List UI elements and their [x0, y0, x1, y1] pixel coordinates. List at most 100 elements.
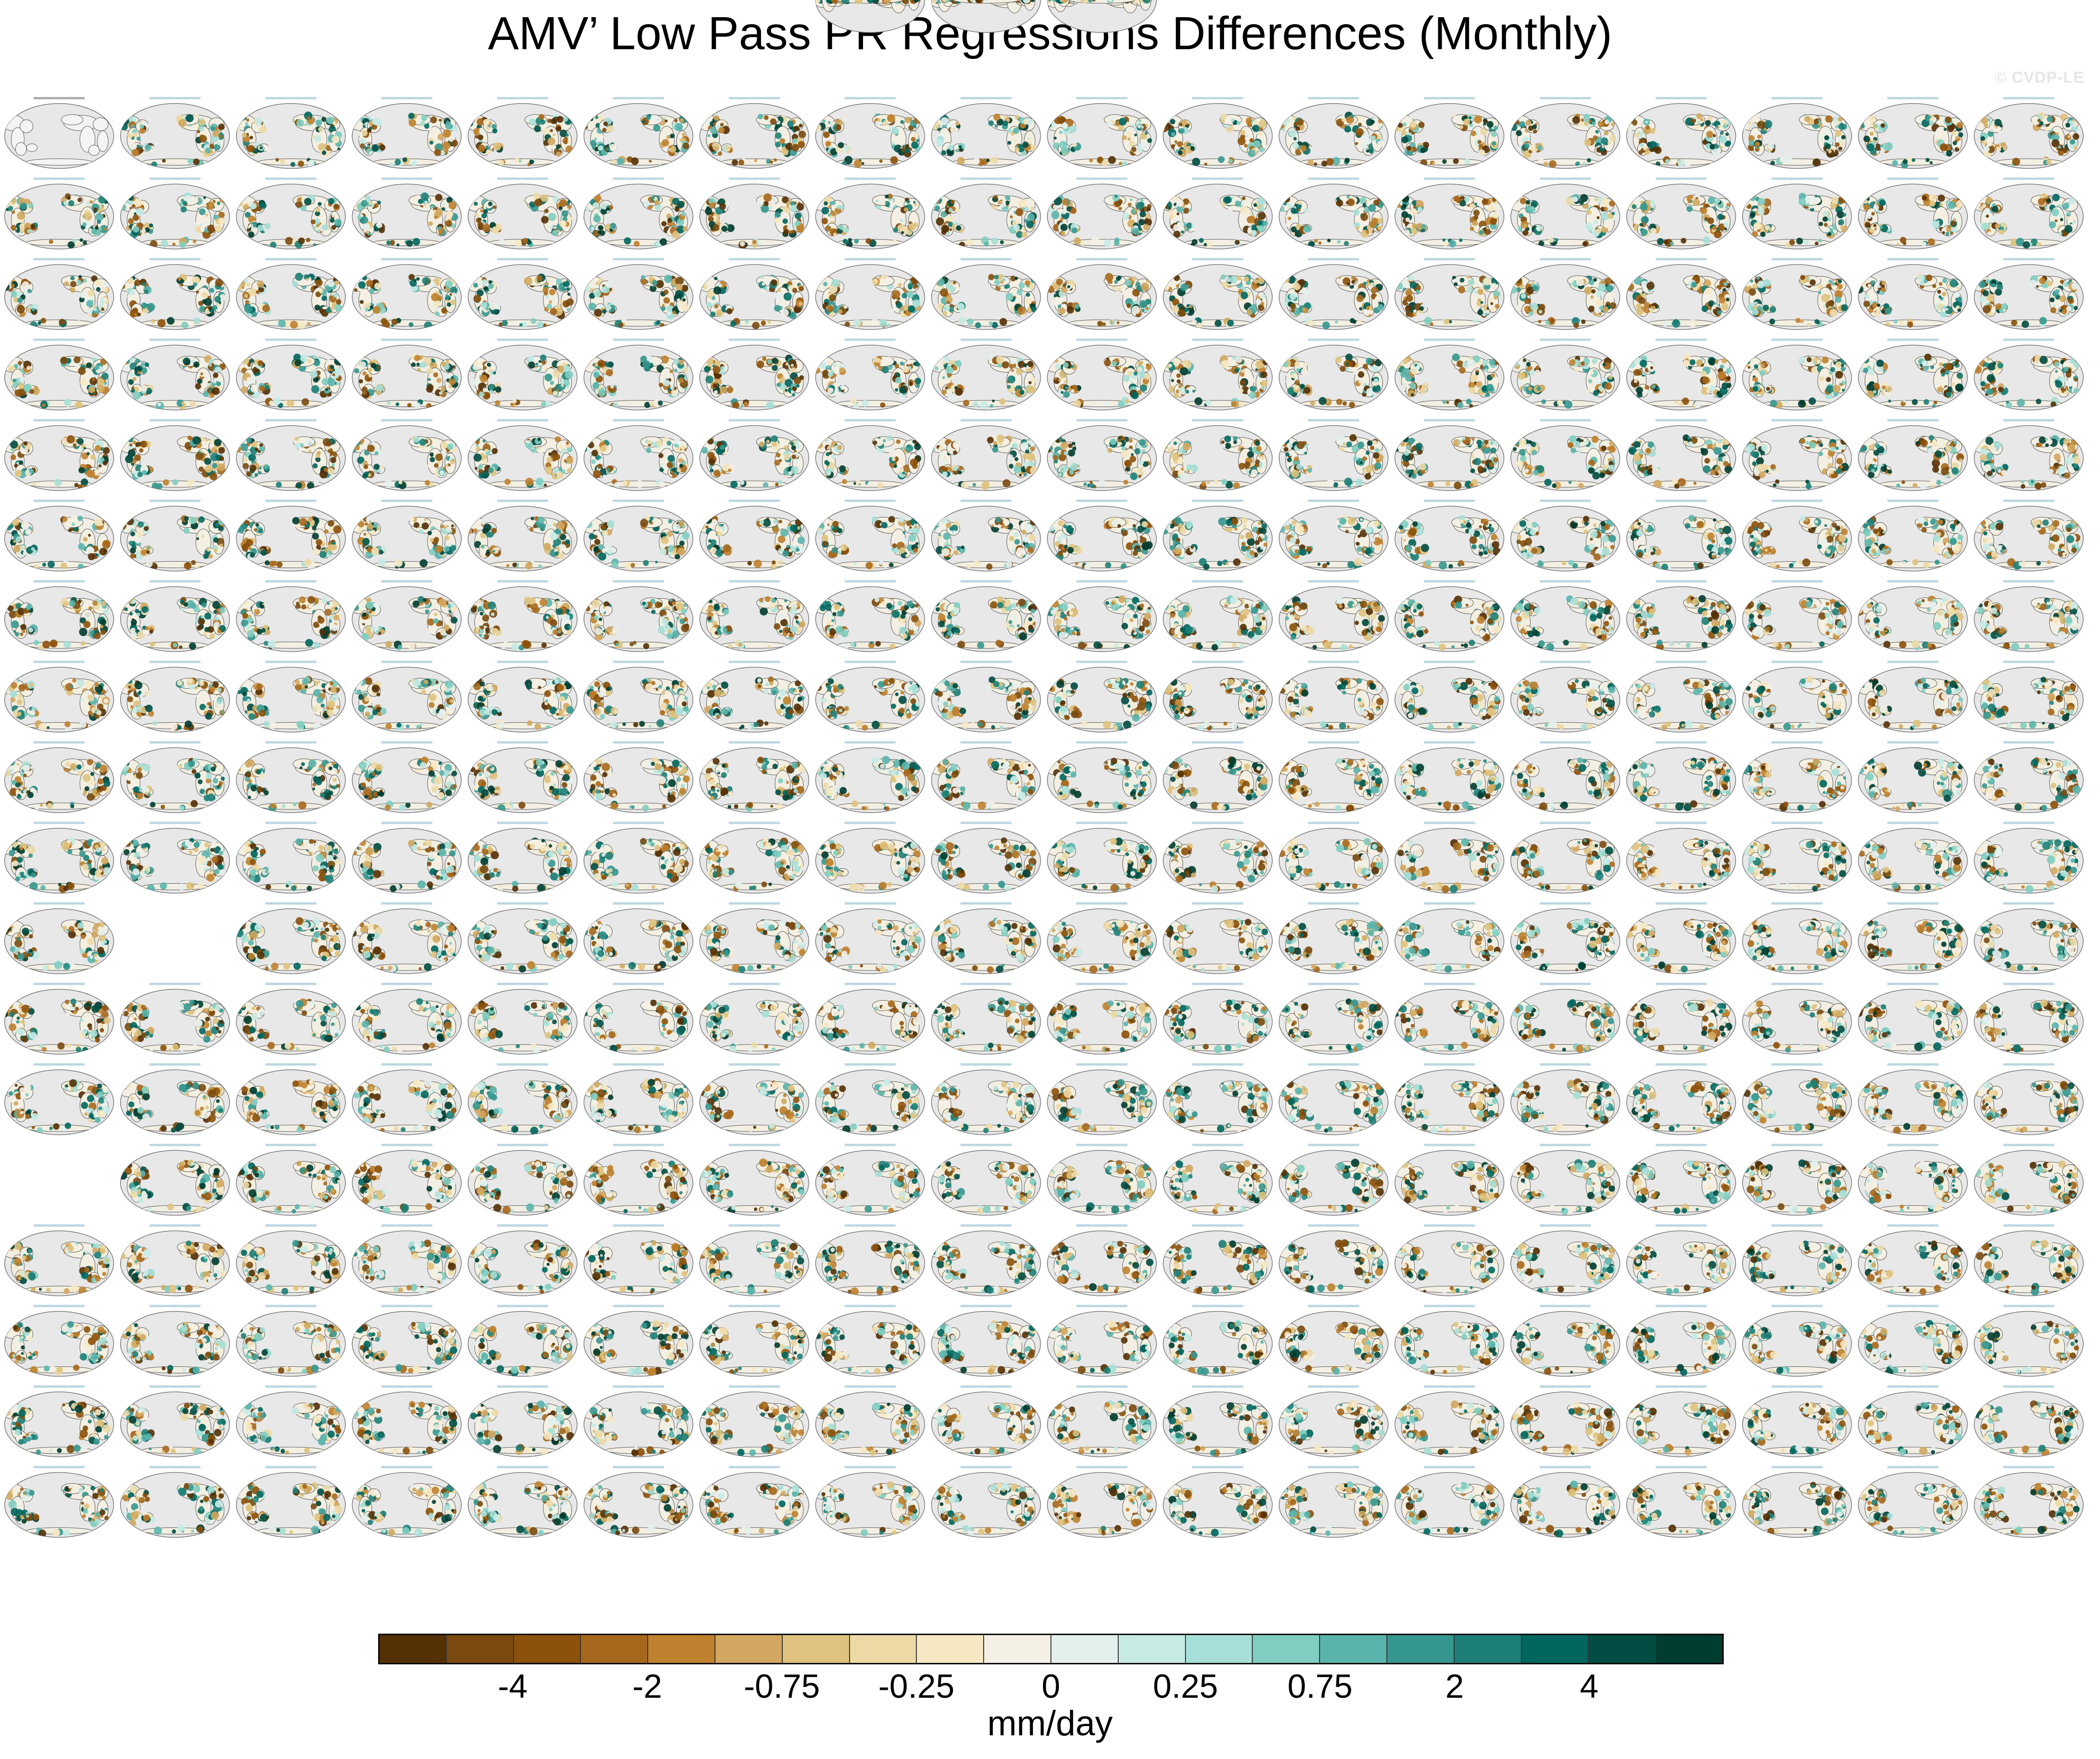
precip-anomaly-patch [1592, 135, 1598, 141]
precip-anomaly-patch [1144, 147, 1147, 150]
precip-anomaly-patch [188, 116, 193, 121]
precip-anomaly-patch [758, 114, 763, 120]
precip-anomaly-patch [30, 224, 35, 229]
precip-anomaly-patch [1123, 129, 1127, 132]
precip-anomaly-patch [1172, 305, 1179, 313]
precip-anomaly-patch [1672, 319, 1681, 328]
precip-anomaly-patch [732, 159, 738, 166]
precip-anomaly-patch [87, 308, 93, 314]
precip-anomaly-patch [1351, 280, 1355, 284]
precip-anomaly-patch [707, 134, 710, 137]
precip-anomaly-patch [27, 229, 32, 233]
precip-anomaly-patch [1220, 274, 1226, 280]
panel-title-mark [381, 177, 432, 180]
precip-anomaly-patch [890, 156, 898, 164]
precip-anomaly-patch [1014, 277, 1018, 280]
precip-anomaly-patch [1474, 115, 1482, 123]
precip-anomaly-patch [1485, 313, 1488, 316]
precip-anomaly-patch [1473, 209, 1480, 216]
precip-anomaly-patch [1516, 130, 1522, 136]
precip-anomaly-patch [242, 132, 247, 138]
precip-anomaly-patch [311, 135, 315, 139]
precip-anomaly-patch [2003, 146, 2007, 151]
precip-anomaly-patch [887, 115, 894, 122]
precip-anomaly-patch [760, 320, 766, 326]
precip-anomaly-patch [2072, 133, 2080, 140]
precip-anomaly-patch [1198, 238, 1204, 243]
precip-anomaly-patch [986, 158, 990, 162]
precip-anomaly-patch [1183, 198, 1190, 205]
precip-anomaly-patch [1358, 141, 1362, 144]
precip-anomaly-patch [1945, 116, 1952, 123]
precip-anomaly-patch [955, 149, 959, 152]
panel-title-mark [497, 258, 548, 260]
precip-anomaly-patch [304, 320, 308, 323]
precip-anomaly-patch [1468, 279, 1475, 286]
precip-anomaly-patch [1779, 157, 1785, 162]
precip-anomaly-patch [1545, 320, 1550, 325]
precip-anomaly-patch [606, 304, 610, 308]
precip-anomaly-patch [966, 239, 973, 246]
precip-anomaly-patch [67, 196, 71, 200]
precip-anomaly-patch [296, 197, 302, 202]
precip-anomaly-patch [492, 227, 496, 232]
precip-anomaly-patch [674, 118, 678, 123]
precip-anomaly-patch [595, 281, 599, 285]
precip-anomaly-patch [1204, 162, 1208, 166]
precip-anomaly-patch [1190, 146, 1195, 151]
precip-anomaly-patch [1717, 310, 1721, 315]
precip-anomaly-patch [321, 295, 327, 301]
precip-anomaly-patch [1653, 146, 1659, 152]
precip-anomaly-patch [593, 202, 599, 209]
precip-anomaly-patch [1842, 213, 1847, 217]
precip-anomaly-patch [661, 221, 667, 226]
precip-anomaly-patch [2055, 132, 2059, 136]
precip-anomaly-patch [565, 302, 570, 307]
precip-anomaly-patch [1750, 195, 1756, 201]
precip-anomaly-patch [1442, 238, 1446, 242]
precip-anomaly-patch [1025, 297, 1032, 304]
continent-outline [1532, 319, 1598, 327]
precip-anomaly-patch [473, 278, 476, 281]
precip-anomaly-patch [77, 320, 81, 323]
precip-anomaly-patch [1835, 142, 1840, 147]
precip-anomaly-patch [141, 302, 148, 309]
panel-title-mark [497, 177, 548, 180]
precip-anomaly-patch [493, 142, 502, 151]
precip-anomaly-patch [484, 126, 491, 132]
precip-anomaly-patch [121, 117, 129, 125]
map-panel [352, 258, 462, 330]
precip-anomaly-patch [1256, 298, 1262, 304]
precip-anomaly-patch [331, 136, 340, 143]
map-panel [236, 258, 346, 330]
precip-anomaly-patch [903, 207, 908, 212]
precip-anomaly-patch [1942, 231, 1945, 234]
precip-anomaly-patch [408, 119, 416, 127]
precip-anomaly-patch [1102, 322, 1106, 326]
precip-anomaly-patch [1249, 138, 1254, 143]
precip-anomaly-patch [22, 281, 30, 289]
precip-anomaly-patch [386, 240, 391, 246]
precip-anomaly-patch [67, 241, 75, 249]
precip-anomaly-patch [1192, 157, 1200, 166]
precip-anomaly-patch [2039, 121, 2044, 125]
precip-anomaly-patch [1072, 142, 1077, 147]
precip-anomaly-patch [70, 281, 77, 287]
precip-anomaly-patch [795, 294, 799, 297]
precip-anomaly-patch [290, 162, 296, 167]
precip-anomaly-patch [1929, 161, 1933, 164]
precip-anomaly-patch [1825, 115, 1833, 123]
panel-title-mark [960, 177, 1012, 180]
precip-anomaly-patch [1726, 297, 1730, 302]
precip-anomaly-patch [946, 149, 951, 154]
precip-anomaly-patch [1360, 213, 1368, 221]
precip-anomaly-patch [1060, 224, 1068, 231]
precip-anomaly-patch [445, 294, 450, 299]
precip-anomaly-patch [360, 300, 364, 304]
precip-anomaly-patch [502, 320, 508, 326]
precip-anomaly-patch [317, 116, 322, 120]
precip-anomaly-patch [1295, 149, 1301, 155]
precip-anomaly-patch [1131, 147, 1137, 152]
map-panel [1858, 97, 1968, 169]
precip-anomaly-patch [1709, 144, 1715, 150]
